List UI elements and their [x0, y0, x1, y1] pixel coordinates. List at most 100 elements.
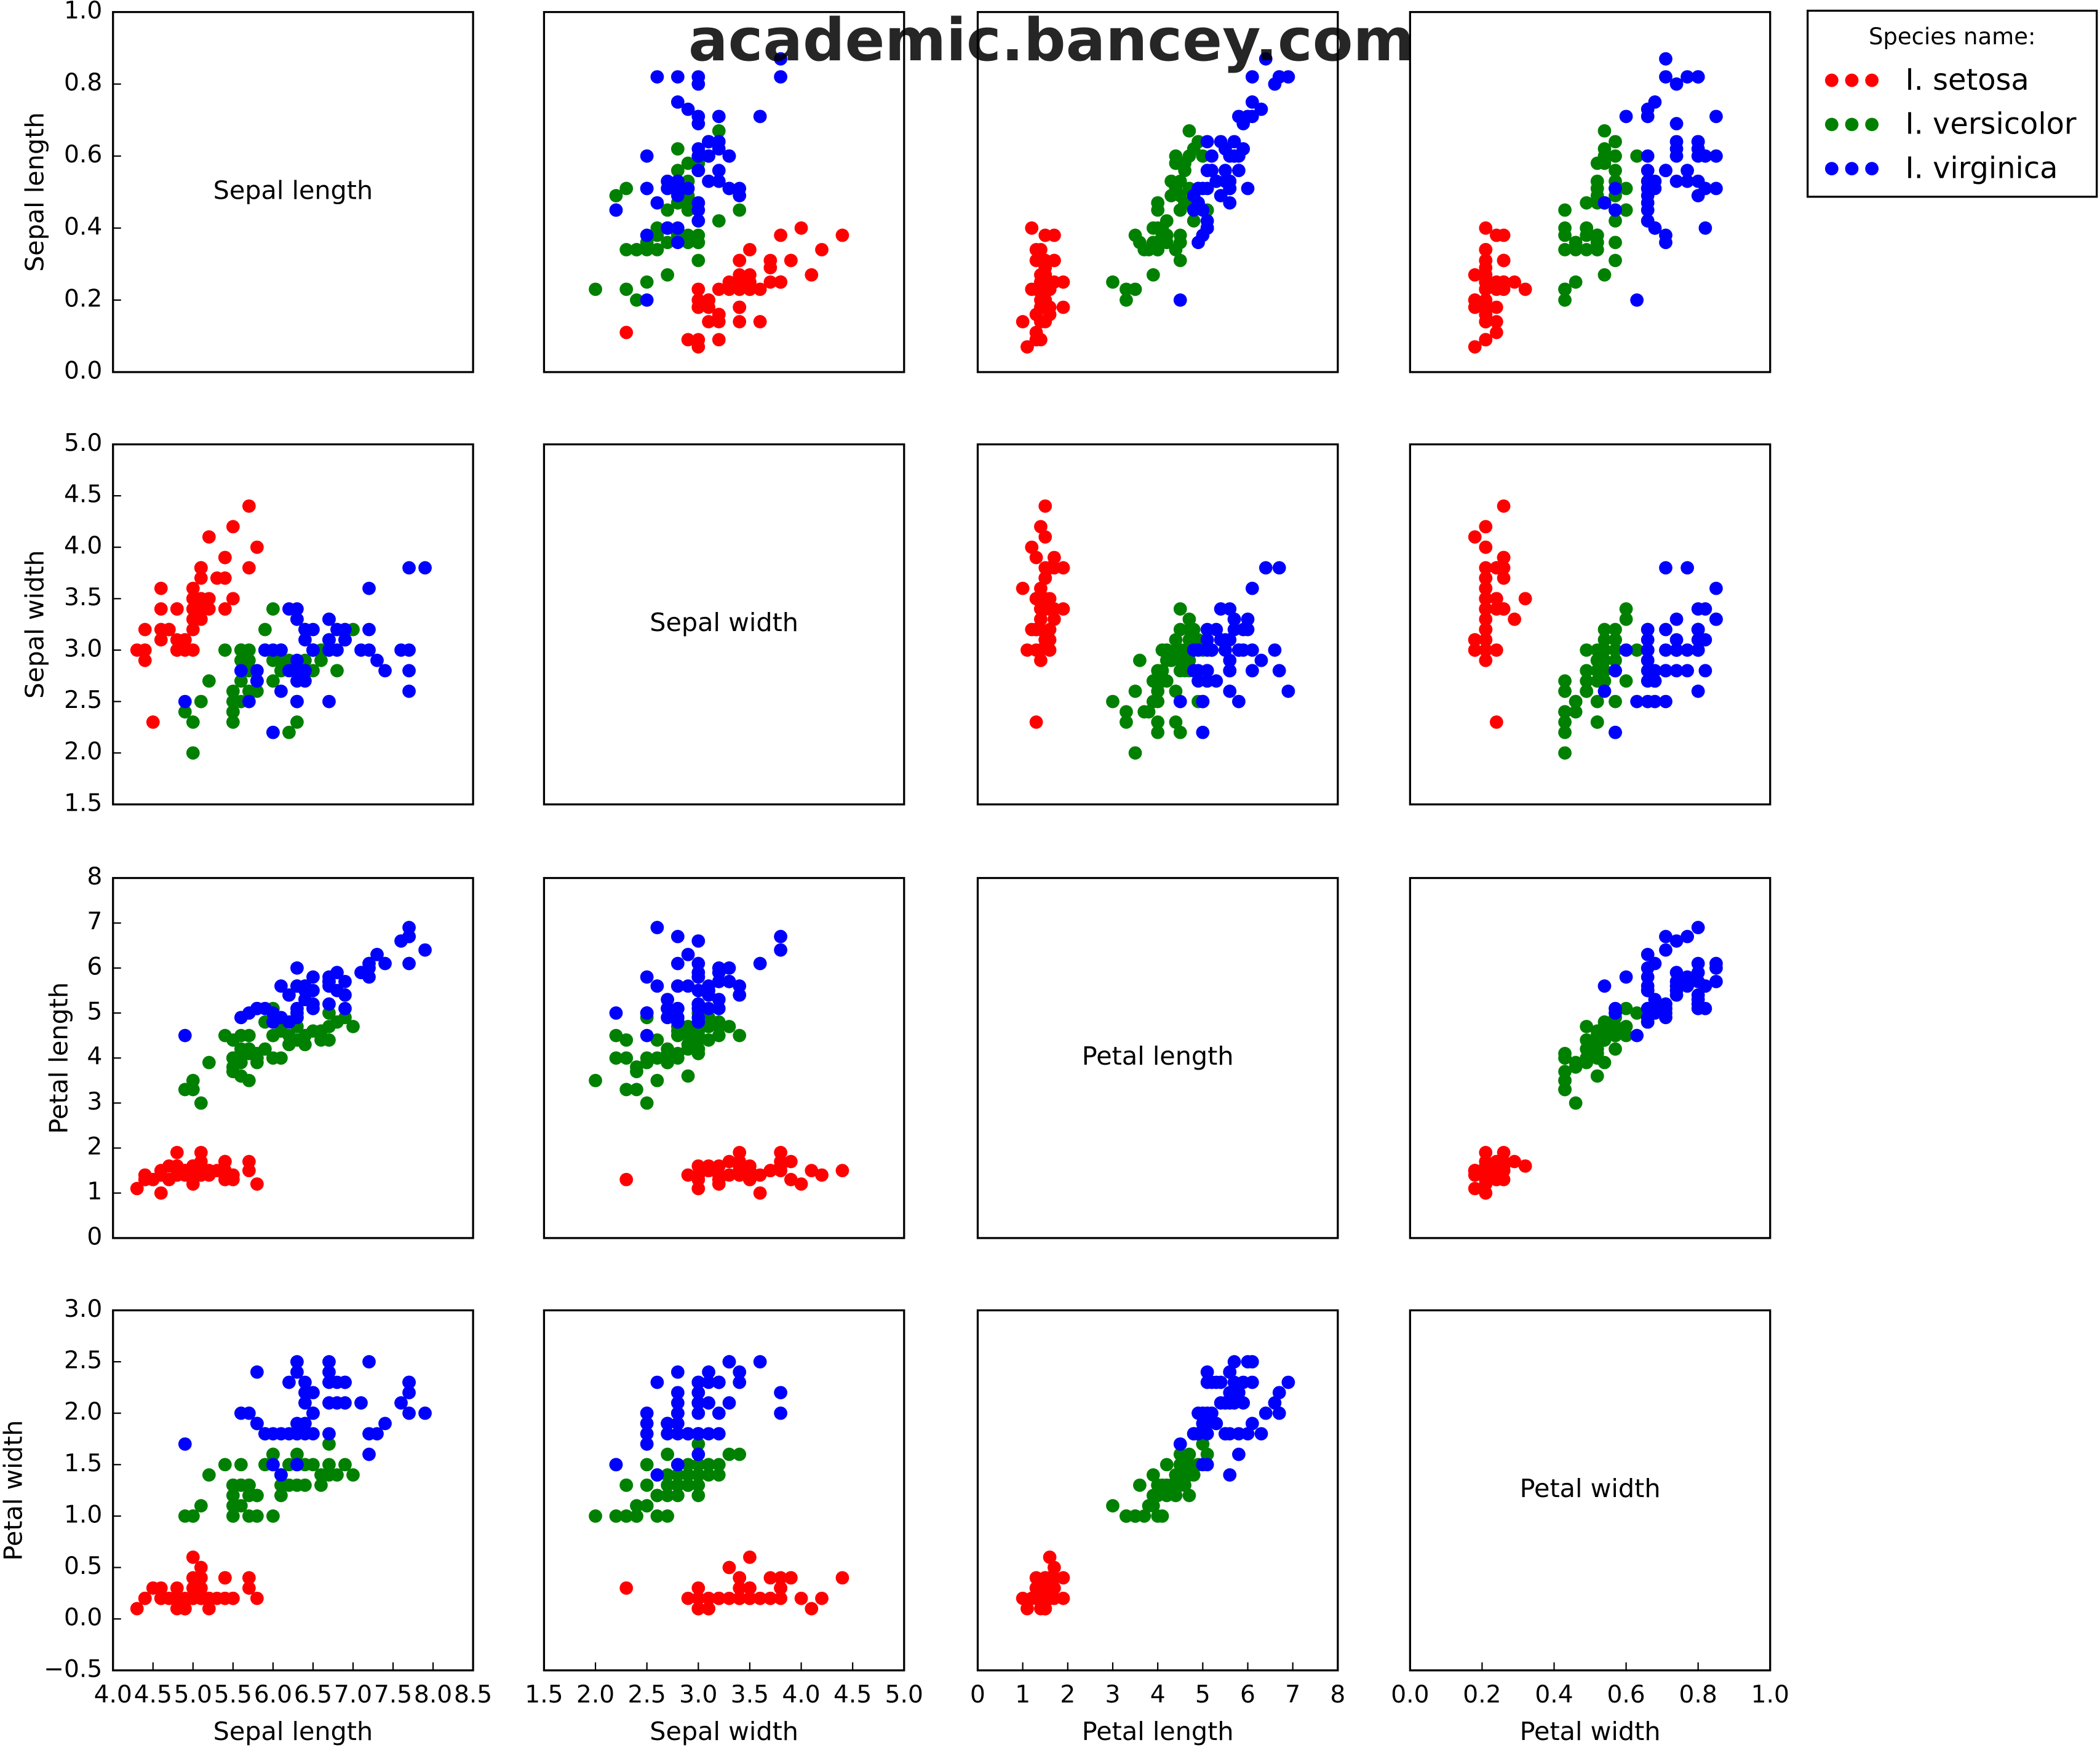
point [242, 1073, 256, 1087]
point [681, 333, 695, 347]
point [1497, 602, 1511, 616]
point [1518, 282, 1532, 296]
point [702, 1001, 715, 1015]
point [242, 653, 256, 667]
point [619, 282, 634, 296]
point [1669, 988, 1684, 1002]
point [722, 1355, 736, 1369]
point [1479, 333, 1493, 347]
point [1272, 1386, 1286, 1400]
point [1669, 643, 1684, 657]
point [712, 164, 726, 178]
point [186, 746, 200, 760]
point [1619, 602, 1633, 616]
point [1619, 203, 1633, 217]
point [362, 970, 376, 984]
point [1558, 705, 1572, 719]
point [784, 1154, 798, 1169]
point [1648, 664, 1662, 678]
point [274, 684, 288, 698]
point [702, 174, 715, 188]
y-tick-label: −0.5 [44, 1655, 102, 1683]
point [1182, 1488, 1196, 1503]
point [805, 1164, 819, 1178]
point [1648, 694, 1662, 709]
point [322, 1375, 336, 1389]
point [290, 1447, 304, 1461]
y-tick-label: 0.5 [64, 1552, 102, 1580]
point [1056, 561, 1070, 575]
point [1223, 1365, 1237, 1379]
point [1468, 1182, 1482, 1196]
point [290, 664, 304, 678]
point [194, 1571, 208, 1585]
point [138, 622, 152, 637]
point [370, 948, 384, 961]
point [609, 1028, 623, 1043]
legend-title: Species name: [1869, 23, 2035, 50]
point [1169, 243, 1183, 256]
point [640, 1051, 654, 1065]
point [1680, 664, 1694, 678]
point [661, 1488, 675, 1503]
point [1178, 196, 1191, 210]
point [1691, 921, 1705, 934]
point [290, 1355, 304, 1369]
point [1034, 282, 1048, 296]
legend-label: I. versicolor [1906, 108, 2077, 141]
point [186, 612, 200, 626]
point [202, 1602, 216, 1616]
y-tick-label: 4.5 [64, 481, 102, 509]
point [1029, 550, 1043, 565]
point [681, 102, 695, 116]
point [378, 1416, 392, 1431]
point [290, 961, 304, 975]
point [1680, 979, 1694, 993]
point [640, 1499, 654, 1513]
point [1128, 746, 1142, 760]
point [266, 602, 280, 616]
point [1489, 592, 1503, 606]
point [178, 1602, 192, 1616]
point [258, 622, 272, 637]
point [805, 1602, 819, 1616]
point [202, 592, 216, 606]
panel-frame [543, 1309, 905, 1672]
point [322, 633, 336, 647]
point [1691, 966, 1705, 980]
point [1173, 725, 1187, 739]
point [234, 664, 248, 678]
point [1580, 684, 1594, 698]
point [774, 1159, 787, 1173]
point [274, 1468, 288, 1482]
x-axis-label: Petal length [1082, 1717, 1234, 1746]
point [1025, 540, 1039, 554]
point [1597, 979, 1612, 993]
point [753, 956, 767, 971]
point [194, 1560, 208, 1575]
point [1029, 333, 1043, 347]
point [402, 643, 416, 657]
point [1619, 643, 1633, 657]
point [835, 228, 849, 242]
point [712, 174, 726, 188]
point [1219, 164, 1232, 178]
point [670, 1488, 685, 1503]
point [266, 1509, 280, 1523]
point [242, 643, 256, 657]
point [1468, 268, 1482, 282]
x-tick-label: 3 [1105, 1681, 1121, 1709]
point [1468, 293, 1482, 307]
point [1227, 149, 1241, 163]
point [226, 1051, 240, 1065]
point [640, 1006, 654, 1020]
point [1223, 1386, 1237, 1400]
point [322, 1437, 336, 1451]
point [194, 602, 208, 616]
point [266, 725, 280, 739]
point [670, 142, 685, 156]
point [774, 275, 787, 289]
point [1254, 653, 1268, 667]
point [743, 268, 757, 282]
point [661, 1447, 675, 1461]
